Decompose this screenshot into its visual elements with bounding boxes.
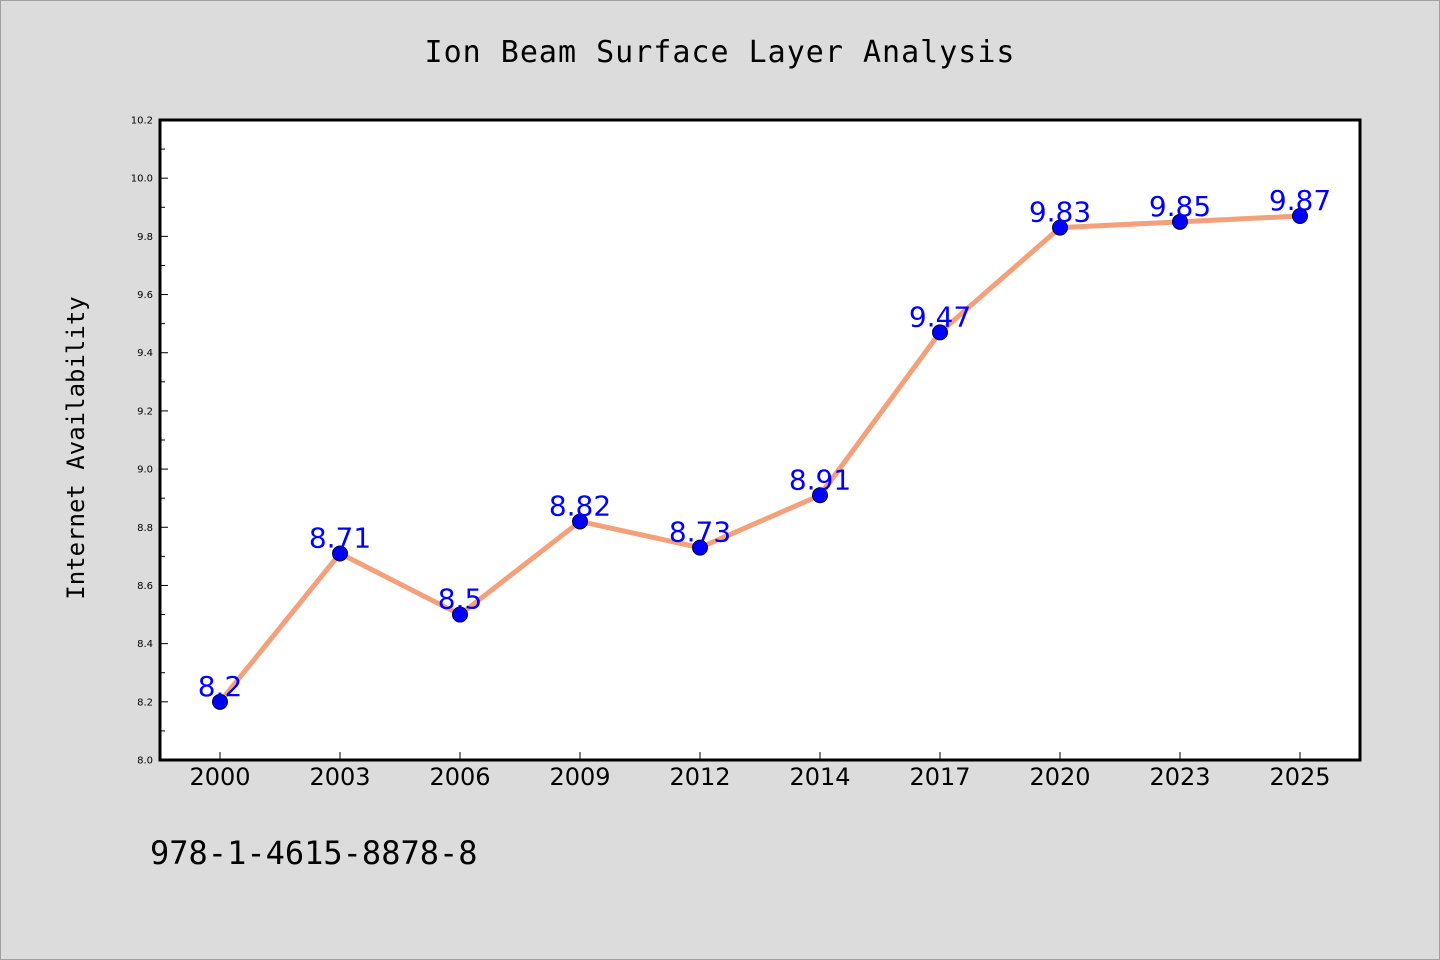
plot-frame: [158, 118, 1362, 762]
chart-title: Ion Beam Surface Layer Analysis: [425, 35, 1016, 70]
data-label: 9.87: [1269, 184, 1331, 217]
data-label: 8.82: [549, 489, 611, 522]
data-label: 8.73: [669, 516, 731, 549]
y-tick-label: 10.0: [131, 174, 153, 185]
y-tick-label: 8.0: [137, 756, 153, 767]
y-tick-label: 8.8: [137, 523, 153, 534]
x-tick-label: 2014: [789, 763, 850, 791]
data-label: 8.5: [438, 583, 483, 616]
data-point: [1172, 213, 1188, 230]
y-tick-label: 8.6: [137, 581, 153, 592]
y-tick-label: 9.2: [137, 406, 153, 417]
footnote-isbn: 978-1-4615-8878-8: [150, 834, 478, 872]
y-tick-label: 10.2: [131, 116, 153, 127]
y-tick-label: 9.8: [137, 232, 153, 243]
x-tick-label: 2003: [309, 763, 370, 791]
data-label: 8.2: [198, 670, 243, 703]
data-point: [932, 324, 948, 341]
x-tick-label: 2025: [1269, 763, 1330, 791]
data-point: [692, 539, 708, 556]
data-point: [452, 606, 468, 623]
plot-area: [160, 120, 1360, 760]
x-tick-label: 2000: [189, 763, 250, 791]
x-tick-label: 2006: [429, 763, 490, 791]
data-label: 8.71: [309, 521, 371, 554]
series-line: [217, 213, 1303, 705]
y-tick-label: 9.4: [137, 348, 153, 359]
data-point: [572, 513, 588, 530]
data-point: [332, 545, 348, 562]
x-axis: 2000 2003 2006 2009 2012 2014 2017 2020 2023 2025: [189, 752, 1331, 791]
x-tick-label: 2023: [1149, 763, 1210, 791]
data-label: 9.85: [1149, 190, 1211, 223]
x-tick-label: 2012: [669, 763, 730, 791]
data-label: 9.47: [909, 300, 971, 333]
y-axis-label: Internet Availability: [62, 296, 90, 599]
series-group: 8.2 8.71 8.5 8.82 8.73 8.91 9.47 9.83 9.85 9.87: [198, 184, 1331, 710]
y-tick-label: 9.0: [137, 465, 153, 476]
x-tick-label: 2020: [1029, 763, 1090, 791]
y-tick-label: 8.4: [137, 639, 153, 650]
data-point: [1292, 208, 1308, 224]
x-tick-label: 2017: [909, 763, 970, 791]
data-point: [212, 693, 228, 710]
data-point: [1052, 219, 1068, 236]
y-tick-label: 9.6: [137, 290, 153, 301]
data-label: 8.91: [789, 463, 851, 496]
data-point: [812, 487, 828, 504]
x-tick-label: 2009: [549, 763, 610, 791]
y-tick-label: 8.2: [137, 697, 153, 708]
data-label: 9.83: [1029, 196, 1091, 229]
